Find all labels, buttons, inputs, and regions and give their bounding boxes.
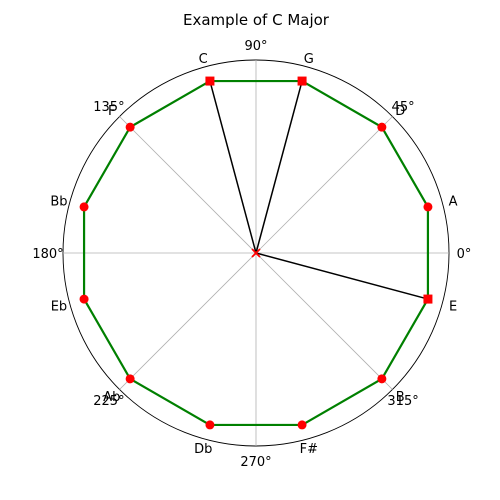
angle-tick-label-180: 180° [32, 247, 63, 262]
marker-B [377, 374, 387, 384]
gridline-45 [255, 116, 393, 254]
marker-Db [205, 420, 215, 430]
chord-line-C [209, 80, 257, 254]
marker-C [205, 76, 215, 86]
note-label-F: F [108, 104, 115, 119]
note-label-Db: Db [194, 442, 212, 457]
angle-tick-label-315: 315° [387, 394, 418, 409]
marker-E [423, 294, 433, 304]
note-labels: A D G C F Bb Eb Ab Db F# B E [50, 52, 457, 457]
angle-tick-label-0: 0° [457, 247, 472, 262]
marker-D [377, 122, 387, 132]
marker-F [125, 122, 135, 132]
note-label-A: A [449, 195, 458, 210]
note-label-C: C [199, 52, 208, 67]
angle-tick-label-270: 270° [240, 455, 271, 470]
note-label-E: E [449, 299, 457, 314]
note-label-Ab: Ab [103, 390, 120, 405]
gridline-225 [119, 252, 257, 390]
marker-Ab [125, 374, 135, 384]
marker-Bb [79, 202, 89, 212]
angle-tick-labels: 0° 45° 90° 135° 180° 225° 270° 315° [32, 39, 471, 470]
note-label-B: B [396, 390, 405, 405]
note-label-Bb: Bb [50, 195, 67, 210]
note-label-Eb: Eb [51, 299, 67, 314]
note-label-D: D [395, 104, 405, 119]
chord-lines [209, 80, 429, 300]
angle-tick-label-45: 45° [392, 100, 415, 115]
note-label-F#: F# [300, 442, 318, 457]
polar-grid [62, 59, 450, 447]
chord-line-G [255, 80, 303, 254]
angle-tick-label-90: 90° [244, 39, 267, 54]
angle-tick-label-135: 135° [93, 100, 124, 115]
marker-Eb [79, 294, 89, 304]
note-label-G: G [304, 52, 314, 67]
chart-title: Example of C Major [183, 11, 330, 29]
note-markers [79, 76, 433, 430]
center-marker-b [251, 248, 261, 258]
marker-G [297, 76, 307, 86]
gridline-315 [255, 252, 393, 390]
gridline-135 [119, 116, 257, 254]
angle-tick-label-225: 225° [93, 394, 124, 409]
marker-F# [297, 420, 307, 430]
marker-A [423, 202, 433, 212]
chord-line-E [255, 252, 429, 300]
